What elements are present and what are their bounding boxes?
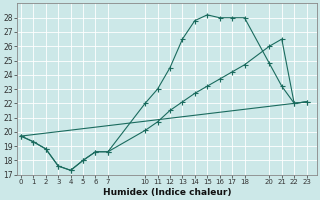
X-axis label: Humidex (Indice chaleur): Humidex (Indice chaleur) xyxy=(103,188,231,197)
